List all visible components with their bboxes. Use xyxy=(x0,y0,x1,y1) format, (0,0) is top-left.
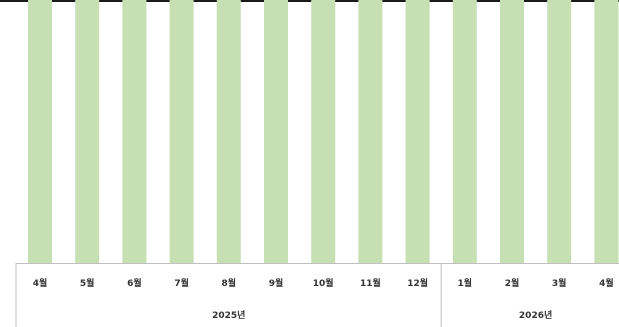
group-label-1: 2025년 xyxy=(212,309,245,321)
group-label-2: 2026년 xyxy=(519,309,552,321)
bar-1 xyxy=(28,0,52,263)
tick-label-9: 12월 xyxy=(407,277,428,289)
tick-label-4: 7월 xyxy=(174,277,189,289)
tick-label-13: 4월 xyxy=(599,277,614,289)
tick-label-6: 9월 xyxy=(269,277,284,289)
bar-13 xyxy=(594,0,619,264)
bar-8 xyxy=(358,0,383,263)
tick-label-3: 6월 xyxy=(127,277,142,289)
bar-6 xyxy=(264,0,288,263)
bar-10 xyxy=(452,0,477,264)
tick-label-2: 5월 xyxy=(80,277,95,289)
group-labels-layer: 2025년 2026년 xyxy=(212,309,552,321)
bar-11 xyxy=(500,0,524,263)
category-axis xyxy=(15,263,619,327)
bar-9 xyxy=(405,0,430,264)
tick-labels-layer: 4월 5월 6월 7월 8월 9월 10월 11월 12월 1월 2월 3월 4월 xyxy=(33,277,614,289)
tick-label-5: 8월 xyxy=(222,277,237,289)
bar-12 xyxy=(547,0,572,263)
tick-label-7: 10월 xyxy=(313,277,334,289)
bar-2 xyxy=(75,0,100,263)
tick-label-8: 11월 xyxy=(360,277,381,289)
bar-7 xyxy=(311,0,336,263)
bar-4 xyxy=(169,0,194,263)
tick-label-12: 3월 xyxy=(552,277,567,289)
bar-3 xyxy=(122,0,147,264)
tick-label-1: 4월 xyxy=(33,277,48,289)
bars-layer xyxy=(28,0,619,264)
tick-label-11: 2월 xyxy=(505,277,520,289)
bar-5 xyxy=(216,0,241,263)
tick-label-10: 1월 xyxy=(458,277,473,289)
